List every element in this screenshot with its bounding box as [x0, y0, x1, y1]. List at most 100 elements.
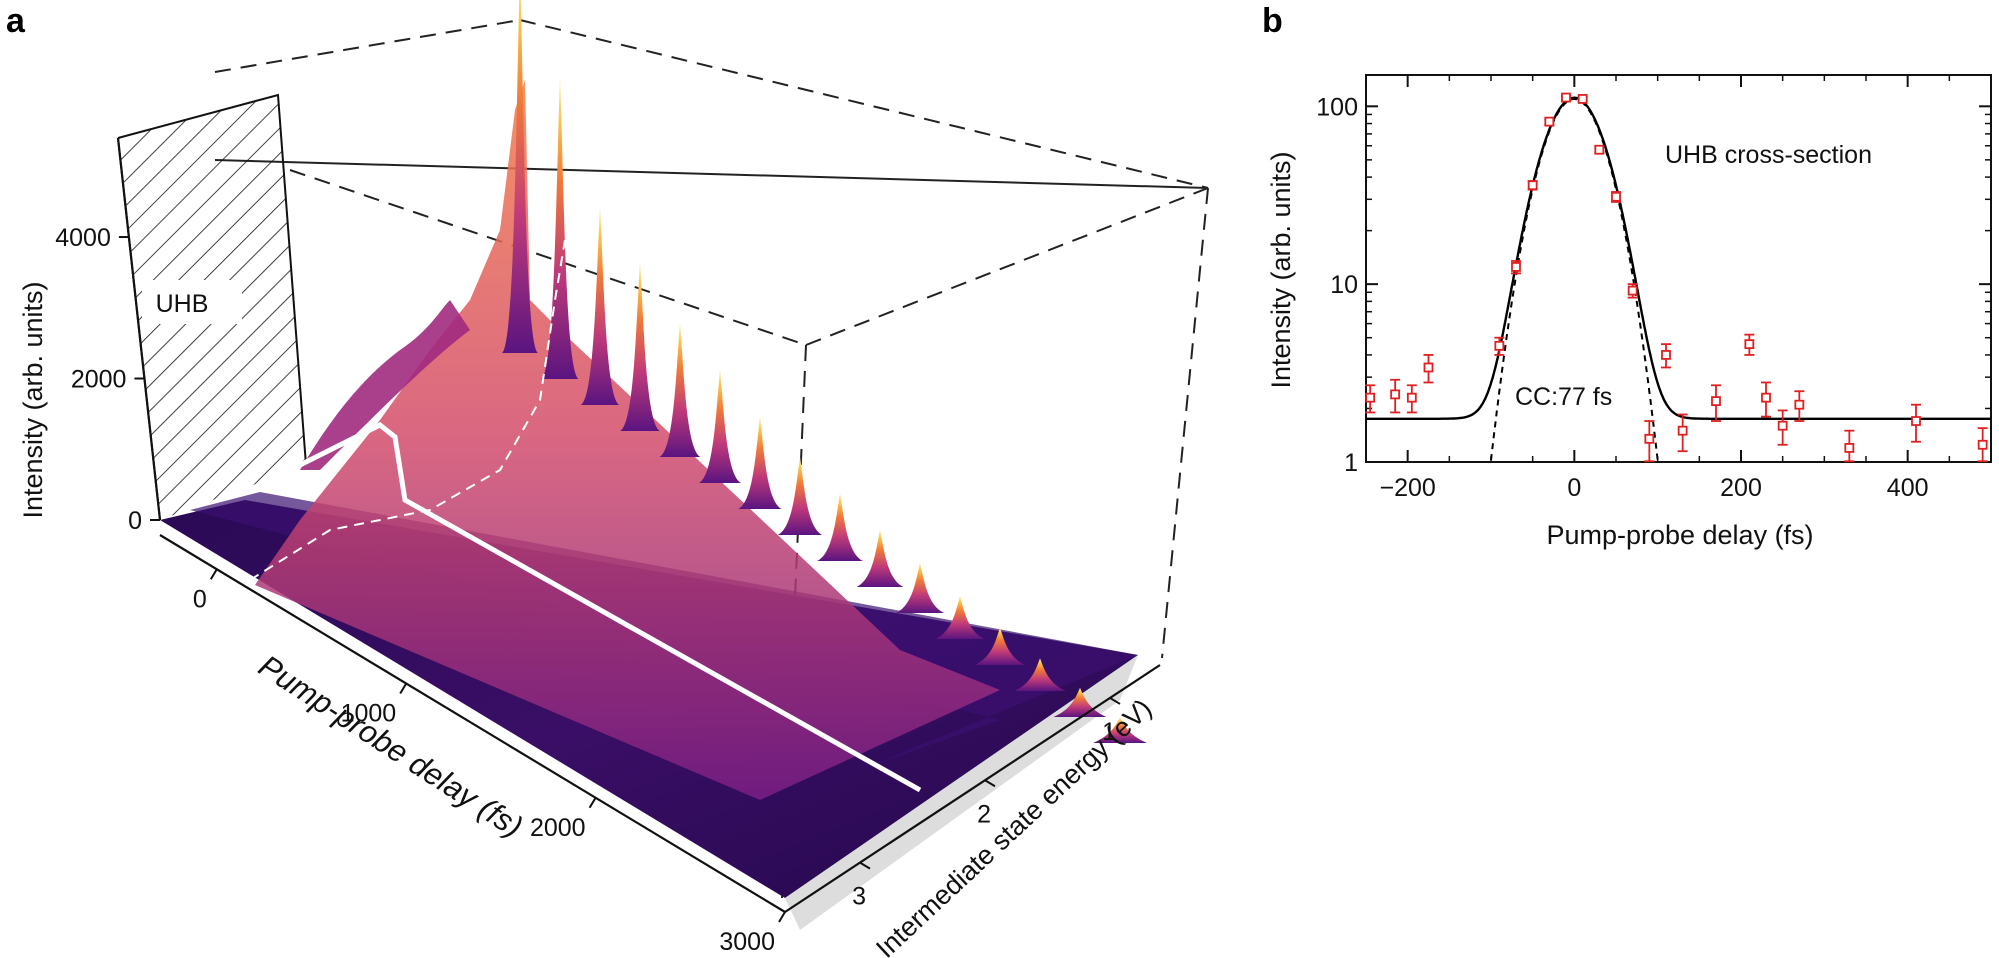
- oscillation-peak: [1093, 717, 1147, 743]
- oscillation-peak: [541, 75, 579, 379]
- data-point: [1365, 384, 1376, 414]
- data-points: [1365, 92, 1988, 463]
- square-marker: [1577, 94, 1588, 104]
- square-marker: [1627, 285, 1638, 296]
- oscillation-peak: [659, 322, 701, 457]
- oscillation-peak: [502, 0, 538, 353]
- y-axis-ticks-b: 1 10 100: [1316, 93, 1991, 477]
- square-marker: [1911, 416, 1921, 426]
- x-tick-mark: [209, 568, 218, 580]
- data-point: [1661, 343, 1671, 369]
- data-point: [1744, 333, 1755, 356]
- z-tick-label: 2000: [71, 366, 127, 394]
- oscillation-peak: [974, 627, 1026, 665]
- data-point: [1794, 390, 1805, 422]
- data-point: [1677, 413, 1688, 453]
- x-tick-label: 0: [1567, 474, 1581, 502]
- data-point: [1544, 116, 1555, 127]
- square-marker: [1511, 262, 1521, 272]
- z-tick-label: 4000: [55, 224, 111, 252]
- square-marker: [1561, 92, 1571, 103]
- data-point: [1844, 429, 1855, 463]
- data-point: [1494, 336, 1505, 356]
- z-axis-title: Intensity (arb. units): [18, 281, 48, 518]
- oscillation-peak: [817, 493, 863, 561]
- uhb-wall-label: UHB: [156, 290, 209, 318]
- z-axis-ticks: 0 2000 4000: [55, 224, 160, 535]
- data-point: [1627, 283, 1638, 299]
- x-axis-title-b: Pump-probe delay (fs): [1546, 520, 1813, 550]
- square-marker: [1390, 389, 1401, 400]
- y-axis-title-b: Intensity (arb. units): [1266, 151, 1296, 388]
- annotation-uhb-cross-section: UHB cross-section: [1665, 141, 1872, 169]
- square-marker: [1761, 392, 1771, 403]
- y-axis-ticks: 1 2 3: [852, 697, 1121, 911]
- data-point: [1911, 403, 1921, 443]
- data-point: [1577, 94, 1588, 104]
- panel-a-surface-plot: a UHB: [6, 0, 1209, 958]
- oscillation-peak: [896, 562, 944, 613]
- cc-curve-dashed: [1490, 98, 1659, 461]
- oscillation-peak: [620, 261, 660, 431]
- x-axis-ticks: 0 1000 2000 3000: [193, 568, 786, 956]
- data-point: [1711, 384, 1721, 422]
- x-tick-label: 400: [1887, 474, 1929, 502]
- fit-curve-solid: [1366, 96, 1991, 420]
- square-marker: [1611, 191, 1621, 202]
- x-tick-mark: [778, 911, 786, 923]
- front-axes: [116, 137, 1161, 913]
- x-tick-label: 2000: [530, 814, 586, 842]
- y-tick-label: 2: [977, 800, 991, 828]
- data-point: [1977, 427, 1988, 463]
- y-tick-label: 1: [1102, 718, 1116, 746]
- data-point: [1406, 384, 1417, 414]
- oscillation-peak: [856, 529, 904, 587]
- panel-letter-a: a: [6, 2, 26, 40]
- square-marker: [1594, 144, 1605, 155]
- annotation-cc: CC:77 fs: [1515, 383, 1612, 411]
- data-point: [1611, 191, 1621, 203]
- square-marker: [1677, 425, 1688, 436]
- uhb-wall: UHB: [117, 93, 307, 521]
- square-marker: [1494, 340, 1505, 351]
- square-marker: [1977, 439, 1988, 450]
- plot-frame: [1365, 74, 1992, 463]
- ridge-base: [255, 80, 1000, 800]
- square-marker: [1423, 362, 1434, 373]
- data-point: [1390, 378, 1401, 414]
- square-marker: [1844, 443, 1855, 453]
- x-tick-mark: [588, 797, 597, 809]
- y-tick-label: 100: [1316, 93, 1358, 121]
- data-point: [1594, 144, 1605, 155]
- square-marker: [1777, 420, 1788, 431]
- y-tick-mark: [1109, 697, 1121, 705]
- ridge-shoulder: [300, 300, 470, 470]
- square-marker: [1365, 392, 1376, 403]
- square-marker: [1794, 399, 1805, 410]
- y-tick-label: 1: [1344, 449, 1358, 477]
- square-marker: [1544, 116, 1555, 127]
- square-marker: [1527, 180, 1538, 191]
- y-tick-label: 10: [1330, 271, 1358, 299]
- oscillation-peak: [1014, 658, 1066, 691]
- fit-curves: [1366, 96, 1991, 461]
- data-point: [1761, 381, 1771, 418]
- y-tick-mark: [984, 779, 996, 788]
- data-point: [1527, 180, 1538, 191]
- square-marker: [1744, 339, 1755, 350]
- x-axis-ticks-b: −200 0 200 400: [1365, 75, 1992, 502]
- x-tick-mark: [399, 683, 408, 695]
- bounding-box-edges: [214, 19, 1209, 899]
- oscillation-peak: [580, 207, 620, 405]
- x-tick-label: −200: [1380, 474, 1436, 502]
- y-tick-label: 3: [852, 883, 866, 911]
- data-point: [1777, 409, 1788, 446]
- square-marker: [1661, 350, 1671, 360]
- data-point: [1511, 260, 1521, 275]
- y-tick-mark: [859, 861, 871, 870]
- x-tick-label: 200: [1720, 474, 1762, 502]
- panel-letter-b: b: [1262, 2, 1283, 40]
- data-point: [1561, 92, 1571, 103]
- data-point: [1423, 354, 1434, 384]
